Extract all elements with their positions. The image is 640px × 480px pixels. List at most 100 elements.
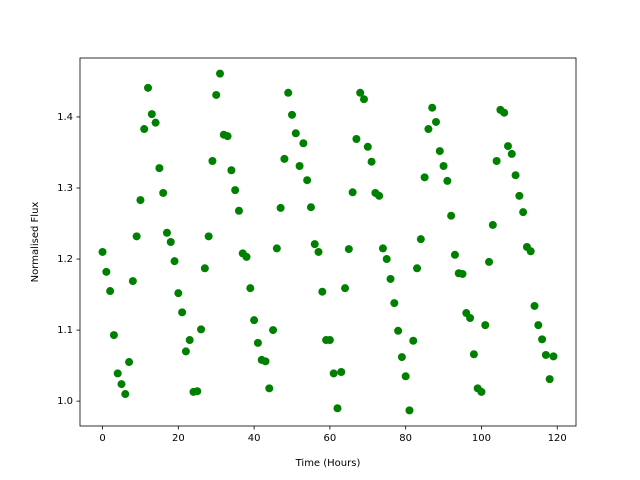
point [390,299,399,308]
point [386,274,395,283]
point [98,247,107,256]
point [424,125,433,134]
point [466,314,475,323]
point [507,149,516,158]
point [231,186,240,195]
point [181,347,190,356]
x-tick-label: 20 [172,433,185,444]
point [435,147,444,156]
point [117,380,126,389]
point [401,372,410,381]
plot-frame [79,57,577,427]
point [208,157,217,166]
point [159,188,168,197]
point [325,336,334,345]
point [132,232,141,241]
y-tick-label: 1.1 [57,325,73,336]
point [162,228,171,237]
point [488,220,497,229]
point [344,245,353,254]
point [299,139,308,148]
y-tick-label: 1.2 [57,254,73,265]
x-tick-label: 0 [99,433,105,444]
point [269,326,278,335]
y-tick-label: 1.0 [57,396,73,407]
point [469,350,478,359]
point [541,350,550,359]
point [310,240,319,249]
point [234,206,243,215]
point [519,208,528,217]
x-axis-label: Time (Hours) [295,458,361,469]
point [295,161,304,170]
point [250,316,259,325]
point [500,108,509,117]
y-tick-label: 1.3 [57,183,73,194]
point [416,235,425,244]
point [106,287,115,296]
point [359,95,368,104]
point [420,173,429,182]
point [113,369,122,378]
point [534,321,543,330]
point [147,110,156,119]
point [284,88,293,97]
point [166,238,175,246]
point [530,301,539,310]
point [511,171,520,180]
x-tick-label: 60 [324,433,337,444]
point [333,404,342,413]
point [246,284,255,293]
point [367,157,376,166]
point [288,110,297,119]
point [314,247,323,256]
point [174,289,183,298]
point [382,255,391,264]
point [337,368,346,377]
point [458,269,467,278]
point [515,191,524,200]
point [261,357,270,366]
point [204,232,213,241]
point [303,176,312,185]
x-tick-label: 80 [399,433,412,444]
x-tick-label: 100 [472,433,491,444]
point [485,257,494,266]
point [227,166,236,175]
point [242,252,251,261]
point [128,277,137,286]
point [197,325,206,334]
point [341,284,350,293]
point [356,88,365,97]
point [136,196,145,205]
point [409,336,418,345]
point [125,358,134,367]
point [378,244,387,253]
point [450,250,459,259]
point [318,287,327,296]
point [526,247,535,256]
point [447,211,456,220]
point [223,132,232,141]
point [178,308,187,317]
point [538,335,547,344]
point [272,244,281,253]
point [212,90,221,99]
point [405,406,414,415]
point [413,264,422,273]
point [329,369,338,378]
point [121,390,130,399]
point [109,331,118,340]
point [265,384,274,393]
x-tick-label: 40 [248,433,261,444]
point [394,326,403,335]
x-tick-label: 120 [548,433,567,444]
point [216,69,225,78]
point [151,118,160,127]
point [549,352,558,361]
point [375,191,384,200]
point [276,203,285,212]
point [439,161,448,170]
